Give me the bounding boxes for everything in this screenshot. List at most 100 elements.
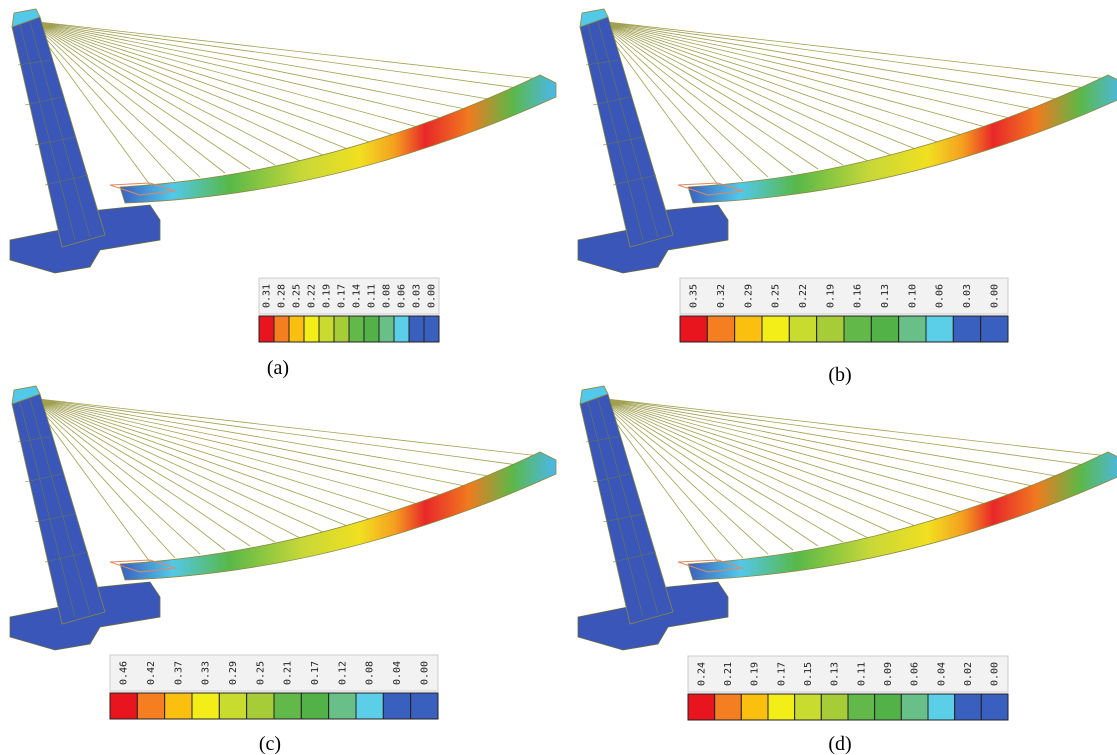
legend-tick-label: 0.06: [935, 284, 946, 308]
bridge-render: [10, 9, 556, 273]
legend-swatch: [795, 694, 822, 720]
legend-swatch: [875, 694, 902, 720]
legend-swatch: [707, 316, 734, 342]
legend-swatch: [953, 316, 980, 342]
legend-label-box: [688, 656, 1008, 692]
legend-tick-label: 0.21: [283, 661, 294, 685]
legend-tick-label: 0.25: [292, 284, 303, 308]
legend-tick-label: 0.16: [853, 284, 864, 308]
bridge-render: [10, 386, 556, 650]
legend-tick-label: 0.11: [367, 284, 378, 308]
legend-tick-label: 0.17: [310, 661, 321, 685]
legend-swatch: [137, 693, 164, 719]
legend-swatch: [955, 694, 982, 720]
legend-label-box: [110, 655, 438, 691]
panel-label: (a): [267, 357, 289, 379]
legend-tick-label: 0.21: [723, 662, 734, 686]
legend-swatch: [289, 316, 304, 342]
panel-label: (d): [828, 733, 851, 755]
legend-tick-label: 0.28: [277, 284, 288, 308]
legend-tick-label: 0.10: [907, 284, 918, 308]
legend-swatch: [899, 316, 926, 342]
legend-tick-label: 0.22: [307, 284, 318, 308]
legend-swatch: [301, 693, 328, 719]
legend-swatch: [821, 694, 848, 720]
legend-swatch: [364, 316, 379, 342]
legend-swatch: [871, 316, 898, 342]
legend-swatch: [394, 316, 409, 342]
legend-tick-label: 0.12: [337, 661, 348, 685]
legend-tick-label: 0.13: [880, 284, 891, 308]
legend-swatch: [349, 316, 364, 342]
legend-tick-label: 0.06: [910, 662, 921, 686]
legend-tick-label: 0.08: [365, 661, 376, 685]
legend-tick-label: 0.31: [262, 284, 273, 308]
legend-swatch: [741, 694, 768, 720]
legend-swatch: [411, 693, 438, 719]
legend-tick-label: 0.17: [337, 284, 348, 308]
legend-tick-label: 0.15: [803, 662, 814, 686]
legend-tick-label: 0.24: [696, 662, 707, 686]
legend-tick-label: 0.33: [201, 661, 212, 685]
legend-swatch: [304, 316, 319, 342]
legend-swatch: [928, 694, 955, 720]
legend-swatch: [219, 693, 246, 719]
legend-swatch: [762, 316, 789, 342]
legend-swatch: [334, 316, 349, 342]
legend-swatch: [165, 693, 192, 719]
legend-swatch: [329, 693, 356, 719]
panel-label: (b): [828, 364, 851, 386]
legend-tick-label: 0.08: [382, 284, 393, 308]
legend-swatch: [409, 316, 424, 342]
legend-tick-label: 0.02: [963, 662, 974, 686]
legend-tick-label: 0.00: [989, 284, 1000, 308]
legend-swatch: [319, 316, 334, 342]
legend-tick-label: 0.22: [798, 284, 809, 308]
legend-tick-label: 0.14: [352, 284, 363, 308]
legend-tick-label: 0.42: [146, 661, 157, 685]
legend-swatch: [768, 694, 795, 720]
legend-swatch: [379, 316, 394, 342]
legend-tick-label: 0.06: [397, 284, 408, 308]
legend-tick-label: 0.17: [776, 662, 787, 686]
legend-label-box: [680, 278, 1008, 314]
legend-swatch: [259, 316, 274, 342]
legend-tick-label: 0.03: [412, 284, 423, 308]
legend-swatch: [926, 316, 953, 342]
legend-tick-label: 0.00: [419, 661, 430, 685]
legend-swatch: [110, 693, 137, 719]
figure: 0.31 0.28 0.25 0.22 0.19 0.17 0.14 0.11 0.08 0.06…: [0, 0, 1117, 755]
legend-swatch: [424, 316, 439, 342]
legend-tick-label: 0.19: [750, 662, 761, 686]
legend-swatch: [356, 693, 383, 719]
legend-swatch: [981, 316, 1008, 342]
legend-tick-label: 0.00: [990, 662, 1001, 686]
legend-swatch: [715, 694, 742, 720]
legend-tick-label: 0.37: [173, 661, 184, 685]
legend-tick-label: 0.19: [825, 284, 836, 308]
legend-swatch: [789, 316, 816, 342]
legend-swatch: [688, 694, 715, 720]
legend-swatch: [848, 694, 875, 720]
legend-tick-label: 0.25: [771, 284, 782, 308]
bridge-render: [578, 9, 1117, 273]
legend-swatch: [274, 693, 301, 719]
legend-swatch: [247, 693, 274, 719]
legend-swatch: [274, 316, 289, 342]
legend-tick-label: 0.13: [830, 662, 841, 686]
legend-swatch: [901, 694, 928, 720]
legend-tick-label: 0.09: [883, 662, 894, 686]
legend-tick-label: 0.46: [119, 661, 130, 685]
legend-tick-label: 0.03: [962, 284, 973, 308]
legend-tick-label: 0.29: [228, 661, 239, 685]
bridge-render: [578, 386, 1117, 650]
legend-swatch: [680, 316, 707, 342]
legend-tick-label: 0.29: [743, 284, 754, 308]
legend-swatch: [981, 694, 1008, 720]
legend-tick-label: 0.32: [716, 284, 727, 308]
legend-swatch: [383, 693, 410, 719]
legend-swatch: [844, 316, 871, 342]
legend-tick-label: 0.04: [392, 661, 403, 685]
legend-tick-label: 0.25: [255, 661, 266, 685]
legend-swatch: [817, 316, 844, 342]
